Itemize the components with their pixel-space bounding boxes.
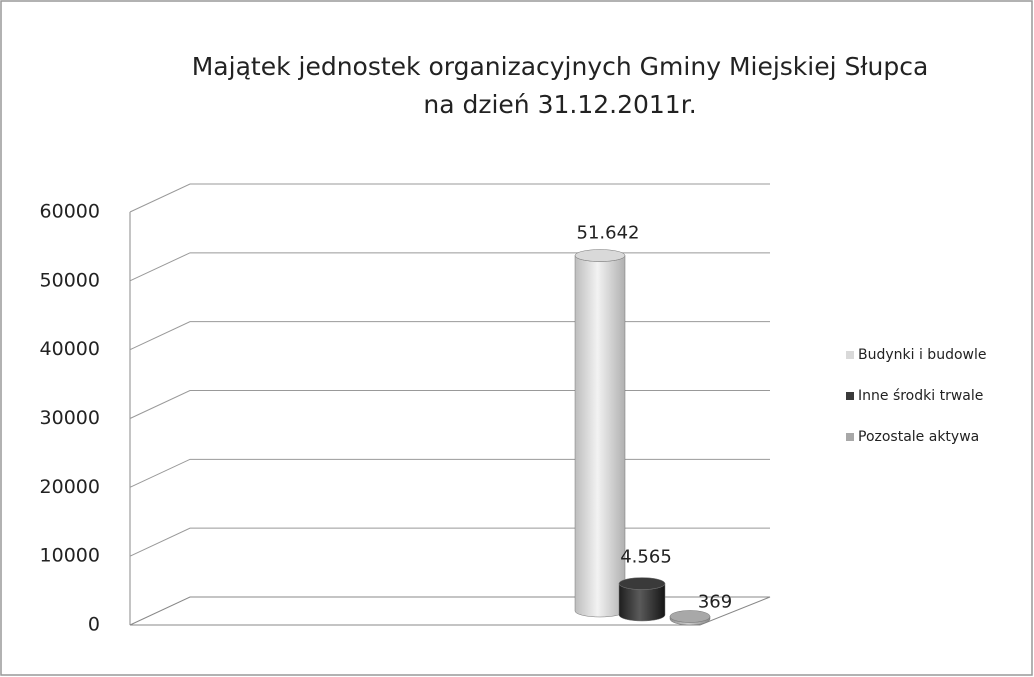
grid-line [129, 458, 770, 488]
floor [129, 596, 771, 626]
grid-line [129, 183, 770, 213]
legend-swatch [846, 433, 854, 441]
y-tick-label: 50000 [40, 269, 100, 291]
y-tick-label: 60000 [40, 201, 100, 223]
y-tick-label: 20000 [40, 476, 100, 498]
bar-top [574, 249, 626, 262]
bar-top [669, 610, 711, 623]
y-tick-label: 0 [88, 614, 100, 636]
grid-line [129, 321, 770, 351]
grid-line [129, 527, 770, 557]
bar [574, 255, 626, 618]
chart-title: Majątek jednostek organizacyjnych Gminy … [192, 52, 929, 81]
y-tick-label: 10000 [40, 545, 100, 567]
value-label: 51.642 [577, 223, 640, 244]
legend-label: Inne środki trwale [858, 388, 983, 404]
grid-line [129, 390, 770, 419]
legend-swatch [846, 392, 854, 400]
y-tick-label: 40000 [40, 338, 100, 360]
legend-label: Pozostale aktywa [858, 429, 979, 445]
legend-label: Budynki i budowle [858, 347, 986, 363]
value-label: 369 [698, 591, 732, 612]
bar-top [618, 577, 666, 590]
legend-swatch [846, 351, 854, 359]
grid-line [129, 252, 770, 282]
value-label: 4.565 [620, 547, 672, 568]
y-tick-label: 30000 [40, 407, 100, 429]
chart-title: na dzień 31.12.2011r. [423, 90, 696, 119]
